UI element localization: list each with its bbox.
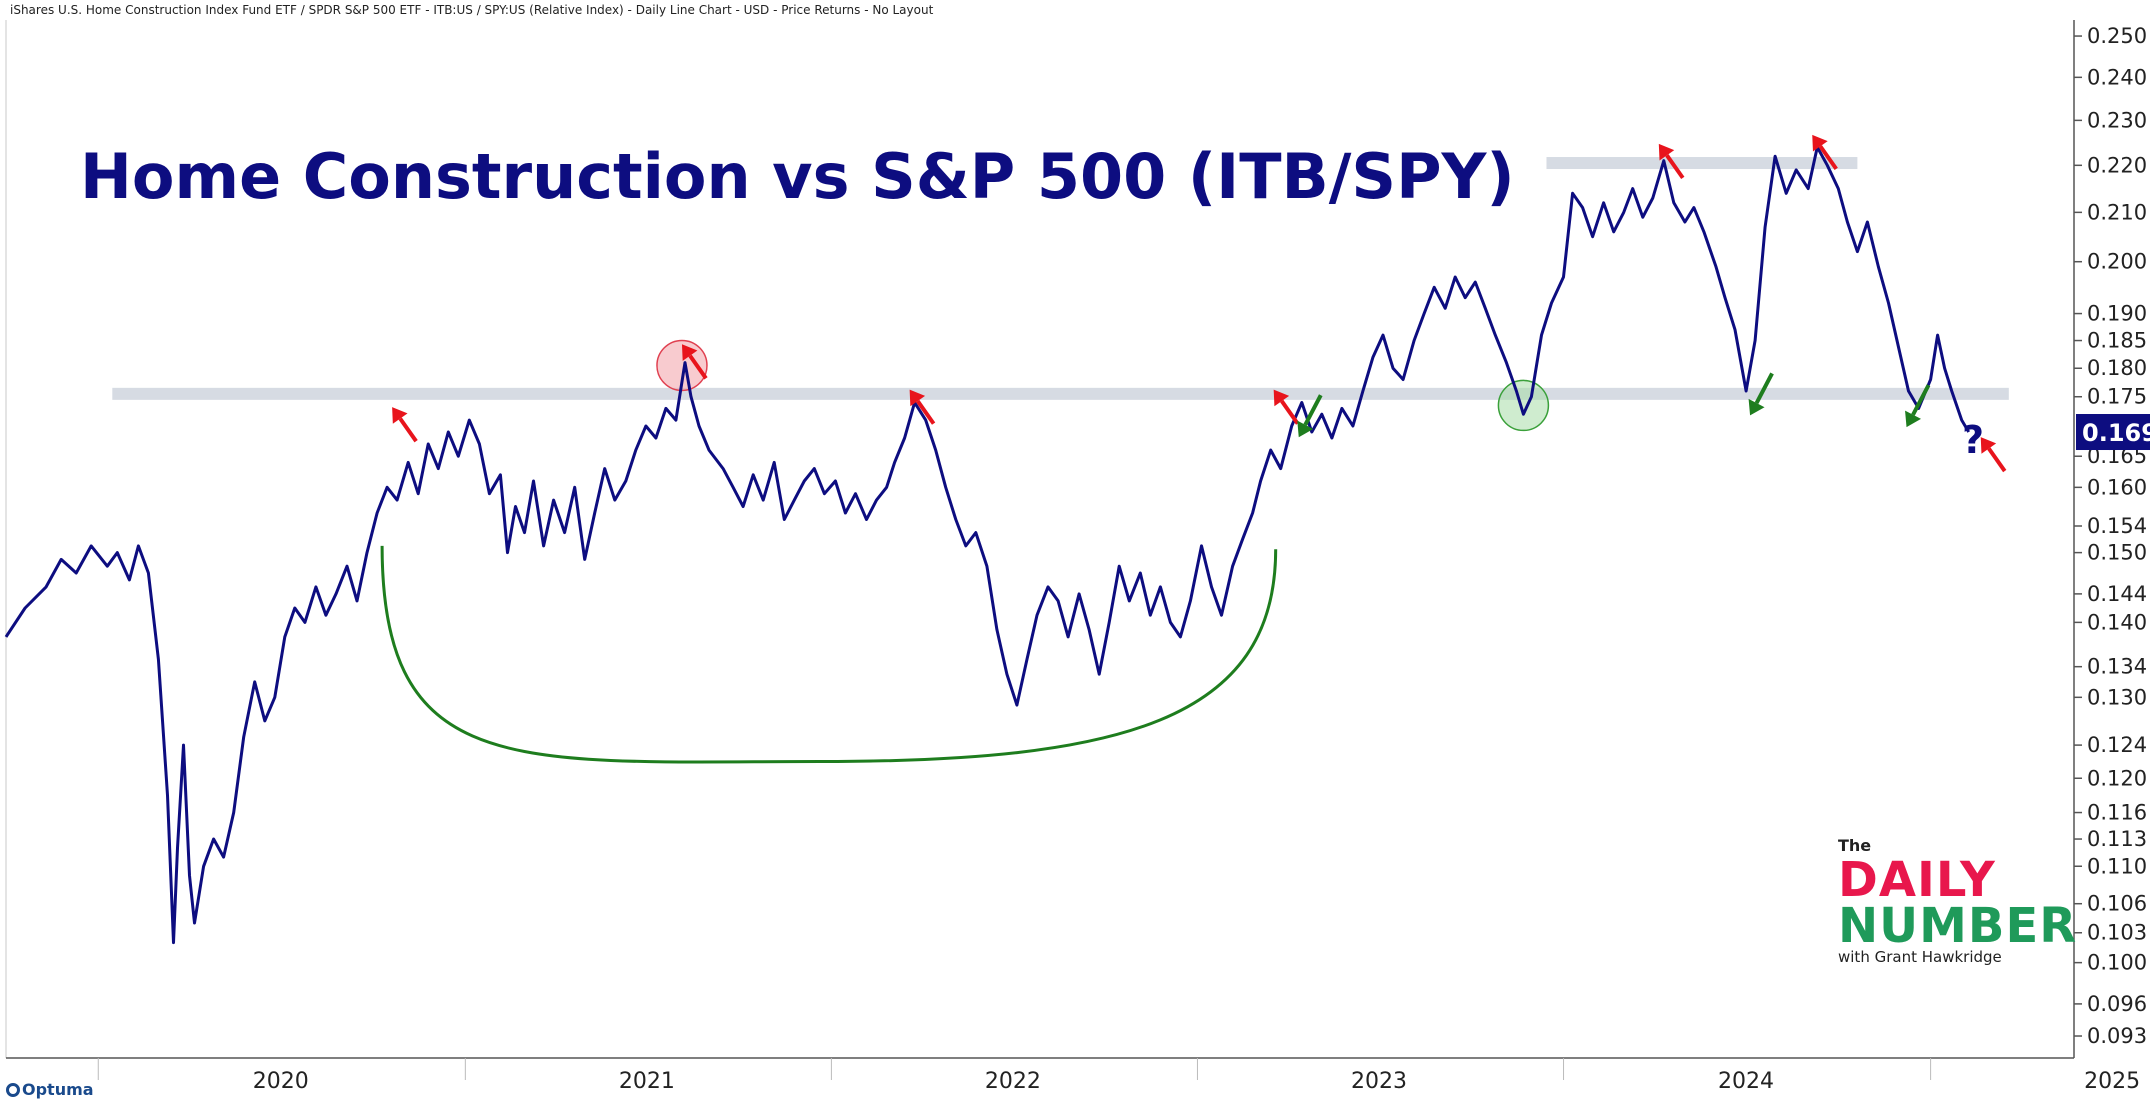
last-value-tag [2076,414,2150,451]
y-tick-label-21: 0.190 [2087,302,2147,326]
optuma-icon [6,1083,20,1097]
red-arrow-5 [1812,134,1838,170]
y-tick-label-2: 0.100 [2087,951,2147,975]
daily-number-logo: The DAILY NUMBER with Grant Hawkridge [1838,836,2078,966]
y-tick-label-22: 0.200 [2087,250,2147,274]
y-tick-label-3: 0.103 [2087,921,2147,945]
optuma-brand: Optuma [6,1080,94,1099]
y-tick-label-8: 0.120 [2087,766,2147,790]
y-tick-label-27: 0.250 [2087,24,2147,48]
logo-the: The [1838,836,1872,855]
green-arrow-2 [1905,384,1931,428]
red-arrow-1 [681,344,708,380]
green-arrow-1 [1748,372,1774,416]
red-arrow-3 [1273,389,1300,425]
y-tick-label-11: 0.134 [2087,655,2147,679]
y-tick-label-7: 0.116 [2087,801,2147,825]
red-arrow-2 [909,389,936,425]
y-tick-label-25: 0.230 [2087,108,2147,132]
cup-curve [380,545,1278,764]
x-tick-label-1: 2021 [619,1069,675,1094]
logo-with: with Grant Hawkridge [1838,948,2002,966]
logo-daily: DAILY [1838,852,1996,908]
last-value-label: 0.169 [2082,419,2152,447]
logo-number: NUMBER [1838,898,2078,954]
y-tick-label-12: 0.140 [2087,610,2147,634]
price-line [4,145,1970,945]
x-tick-label-2: 2022 [985,1069,1041,1094]
y-tick-label-23: 0.210 [2087,200,2147,224]
y-tick-label-0: 0.093 [2087,1024,2147,1048]
y-tick-label-19: 0.180 [2087,356,2147,380]
x-tick-label-5: 2025 [2084,1069,2140,1094]
y-tick-label-24: 0.220 [2087,153,2147,177]
x-tick-label-0: 2020 [253,1069,309,1094]
y-tick-label-9: 0.124 [2087,733,2147,757]
y-tick-label-4: 0.106 [2087,892,2147,916]
y-tick-label-18: 0.175 [2087,385,2147,409]
y-tick-label-16: 0.160 [2087,475,2147,499]
y-tick-label-6: 0.113 [2087,827,2147,851]
x-tick-label-4: 2024 [1718,1069,1774,1094]
chart-title: Home Construction vs S&P 500 (ITB/SPY) [80,140,1515,213]
red-arrow-4 [1658,143,1685,180]
y-tick-label-13: 0.144 [2087,582,2147,606]
y-tick-label-26: 0.240 [2087,65,2147,89]
y-tick-label-1: 0.096 [2087,992,2147,1016]
x-tick-label-3: 2023 [1351,1069,1407,1094]
resistance-band-1 [1546,157,1858,170]
red-arrow-0 [392,407,418,443]
optuma-label: Optuma [22,1080,94,1099]
resistance-band-0 [112,387,2009,400]
y-tick-label-15: 0.154 [2087,514,2147,538]
question-mark: ? [1962,418,1985,462]
y-tick-label-14: 0.150 [2087,541,2147,565]
green-circle-1 [1497,379,1550,432]
red-arrow-6 [1980,437,2007,473]
y-tick-label-20: 0.185 [2087,329,2147,353]
y-tick-label-5: 0.110 [2087,854,2147,878]
chart-header: iShares U.S. Home Construction Index Fun… [10,3,934,17]
green-arrow-0 [1297,394,1323,438]
y-tick-label-10: 0.130 [2087,685,2147,709]
